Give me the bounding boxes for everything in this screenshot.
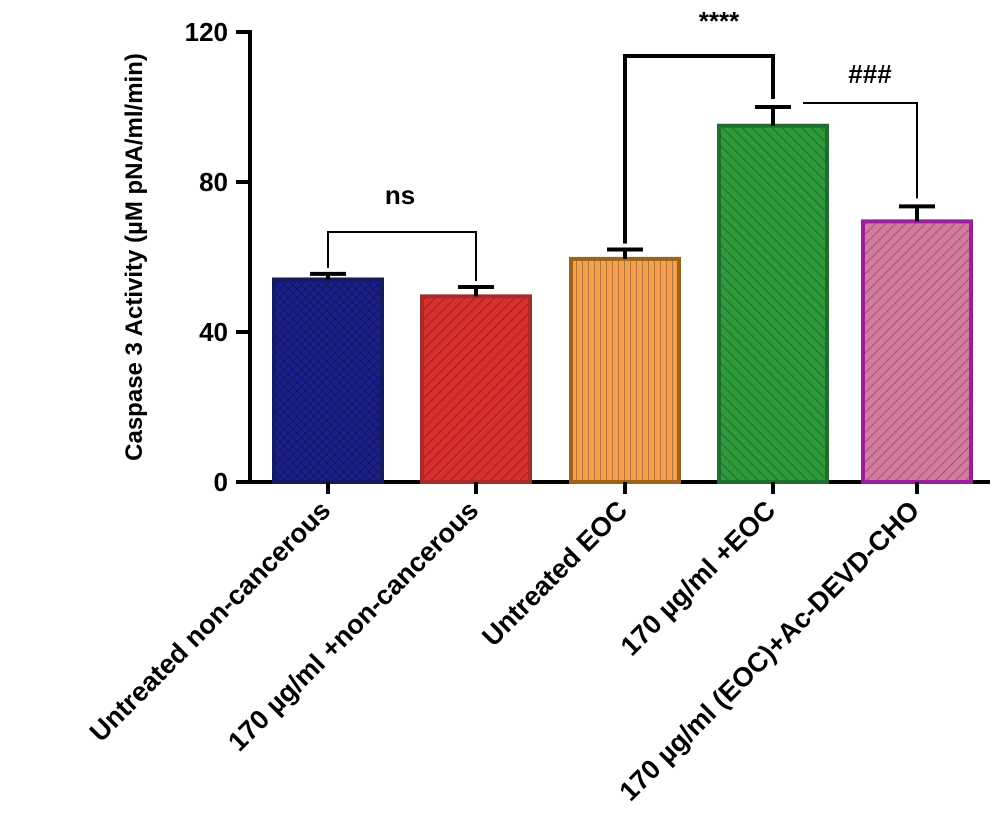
category-label: 170 µg/ml (EOC)+Ac-DEVD-CHO (613, 495, 925, 807)
category-label: Untreated EOC (476, 495, 633, 652)
y-axis-title: Caspase 3 Activity (µM pNA/ml/min) (121, 53, 148, 461)
y-tick-label: 120 (185, 17, 228, 47)
bar-2 (420, 294, 532, 484)
bar-4 (717, 123, 829, 484)
significance-bracket (327, 231, 477, 281)
significance-label: ns (385, 180, 415, 210)
y-tick-label: 40 (199, 317, 228, 347)
significance-bracket (623, 54, 775, 244)
plot-area: 0 40 80 120 Caspase 3 Activity (µM pNA/ml/mi… (84, 6, 990, 807)
bar-3 (569, 256, 681, 484)
category-label: 170 µg/ml +EOC (615, 495, 781, 661)
y-tick-label: 0 (214, 467, 228, 497)
category-label: 170 µg/ml +non-cancerous (222, 495, 484, 757)
y-tick-label: 80 (199, 167, 228, 197)
bar-5 (861, 219, 973, 484)
category-label: Untreated non-cancerous (84, 495, 336, 747)
significance-label: **** (699, 6, 740, 36)
significance-bracket (803, 102, 918, 199)
bar-1 (272, 277, 384, 484)
significance-label: ### (848, 59, 892, 89)
